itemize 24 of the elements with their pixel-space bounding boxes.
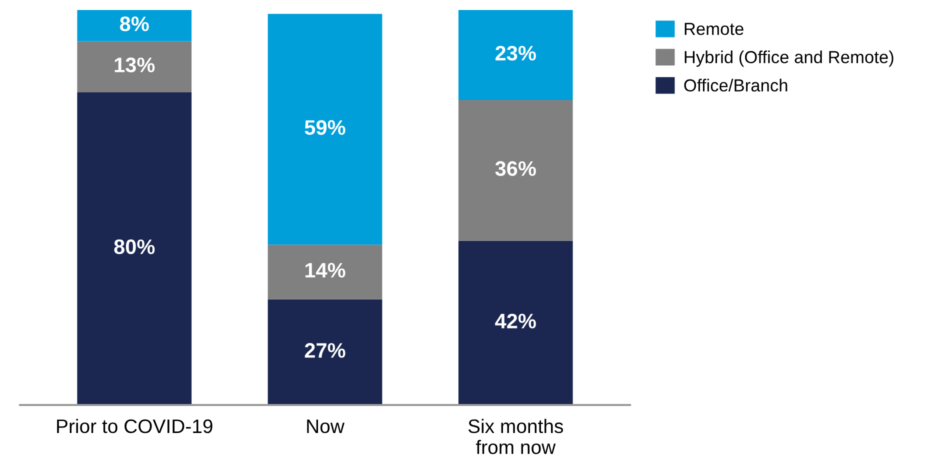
bar [458, 240, 573, 405]
data-label: 80% [114, 239, 155, 254]
data-label: 59% [304, 120, 346, 135]
bar [458, 10, 573, 100]
legend-label: Office/Branch [684, 78, 788, 92]
data-label: 27% [304, 343, 346, 358]
data-label: 36% [495, 161, 536, 176]
data-label: 42% [495, 314, 536, 328]
legend-label: Remote [684, 22, 744, 36]
x-tick-label: Now [307, 420, 344, 434]
bar [77, 41, 192, 92]
bar [77, 92, 192, 405]
data-label: 13% [114, 58, 155, 72]
data-label: 8% [120, 16, 149, 32]
bar [268, 14, 382, 245]
data-label: 14% [305, 262, 346, 278]
bar [77, 10, 192, 42]
legend-label: Hybrid (Office and Remote) [684, 50, 894, 67]
data-label: 23% [496, 46, 536, 61]
bar [268, 299, 382, 405]
bar [268, 244, 382, 300]
x-tick-label: Prior to COVID-19 [57, 418, 212, 434]
bar [458, 100, 573, 241]
x-tick-label: Six months from now [468, 418, 564, 454]
